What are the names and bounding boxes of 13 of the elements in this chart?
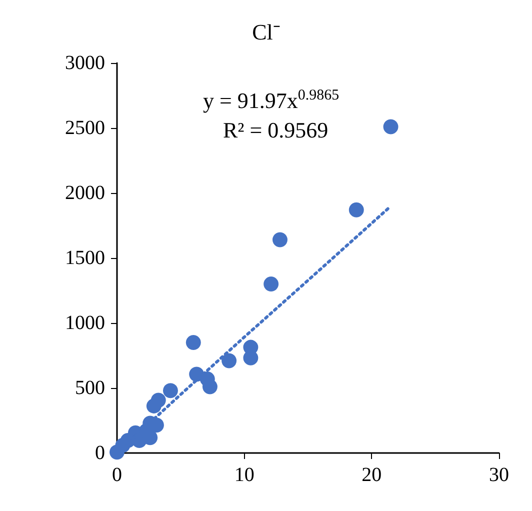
y-tick-label: 2000 — [65, 182, 105, 204]
y-tick-label: 2500 — [65, 117, 105, 139]
y-tick-label: 3000 — [65, 52, 105, 74]
y-tick-label: 500 — [75, 377, 105, 399]
y-tick-label: 0 — [95, 442, 105, 464]
chart-title: Cl⁻ — [252, 20, 280, 44]
y-tick-label: 1500 — [65, 247, 105, 269]
x-tick-label: 30 — [489, 464, 509, 486]
x-tick-label: 0 — [112, 464, 122, 486]
x-tick-label: 20 — [362, 464, 382, 486]
x-tick-label: 10 — [234, 464, 254, 486]
y-tick-label: 1000 — [65, 312, 105, 334]
annotation: R² = 0.9569 — [223, 118, 328, 142]
